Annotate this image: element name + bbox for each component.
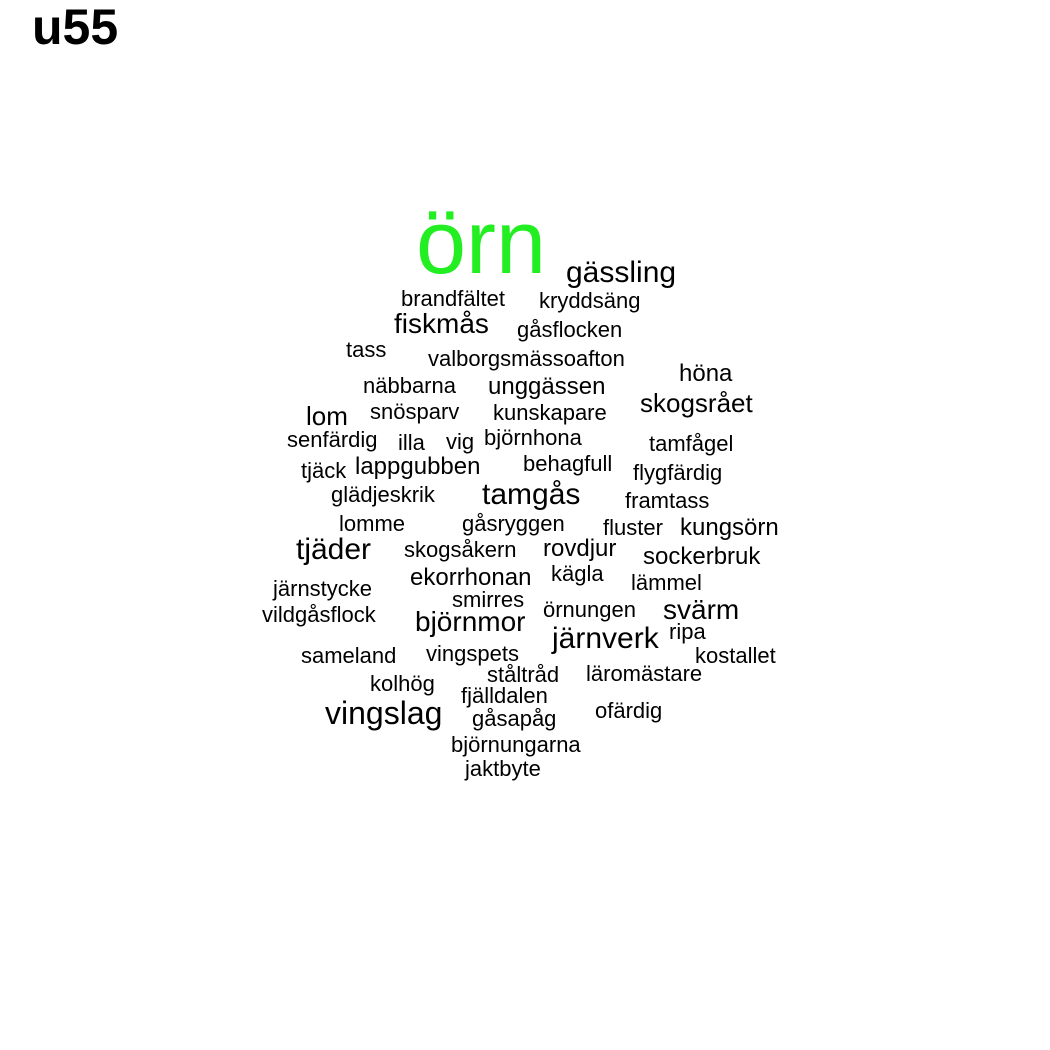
- word-0: örn: [416, 193, 547, 293]
- word-14: kunskapare: [493, 400, 607, 425]
- word-35: ekorrhonan: [410, 564, 532, 591]
- word-1: gässling: [566, 256, 677, 289]
- word-41: örnungen: [543, 597, 636, 622]
- word-52: fjälldalen: [461, 683, 548, 708]
- word-7: valborgsmässoafton: [428, 346, 625, 371]
- word-40: vildgåsflock: [262, 602, 376, 627]
- word-11: skogsrået: [640, 388, 753, 418]
- word-15: senfärdig: [287, 427, 378, 452]
- word-46: sameland: [301, 643, 397, 668]
- word-6: tass: [346, 337, 387, 362]
- word-53: vingslag: [325, 695, 443, 731]
- word-25: tamgås: [482, 478, 581, 511]
- word-32: skogsåkern: [404, 537, 517, 562]
- word-54: gåsapåg: [472, 706, 557, 731]
- word-37: järnstycke: [273, 576, 373, 601]
- word-50: läromästare: [586, 661, 703, 686]
- word-12: lom: [306, 401, 348, 431]
- word-36: kägla: [551, 561, 604, 586]
- word-13: snösparv: [370, 399, 460, 424]
- word-3: kryddsäng: [539, 288, 641, 313]
- word-39: smirres: [452, 587, 525, 612]
- word-30: kungsörn: [680, 514, 779, 541]
- word-22: behagfull: [523, 451, 613, 476]
- word-10: unggässen: [488, 373, 606, 400]
- word-55: ofärdig: [595, 698, 663, 723]
- word-45: ripa: [669, 619, 706, 644]
- word-8: höna: [679, 360, 733, 387]
- word-47: vingspets: [426, 641, 519, 666]
- word-43: björnmor: [415, 606, 526, 637]
- word-27: lomme: [339, 511, 406, 536]
- word-38: lämmel: [631, 570, 702, 595]
- word-5: gåsflocken: [517, 317, 623, 342]
- word-20: tjäck: [301, 458, 347, 483]
- word-48: kostallet: [695, 643, 776, 668]
- word-26: framtass: [625, 488, 710, 513]
- word-31: tjäder: [296, 533, 372, 566]
- page-title: u55: [32, 0, 119, 55]
- word-16: illa: [398, 430, 425, 455]
- word-18: björnhona: [484, 425, 582, 450]
- word-9: näbbarna: [363, 373, 456, 398]
- word-42: svärm: [663, 594, 740, 625]
- word-56: björnungarna: [451, 732, 581, 757]
- word-33: rovdjur: [543, 535, 617, 562]
- word-4: fiskmås: [394, 308, 489, 339]
- word-28: gåsryggen: [462, 511, 565, 536]
- word-23: flygfärdig: [633, 460, 723, 485]
- word-2: brandfältet: [401, 286, 505, 311]
- word-29: fluster: [603, 515, 663, 540]
- word-21: lappgubben: [355, 453, 481, 480]
- word-24: glädjeskrik: [331, 482, 435, 507]
- word-34: sockerbruk: [643, 543, 761, 570]
- word-51: kolhög: [370, 671, 435, 696]
- word-57: jaktbyte: [465, 756, 541, 781]
- word-19: tamfågel: [649, 431, 734, 456]
- word-17: vig: [446, 429, 475, 454]
- word-49: ståltråd: [487, 662, 560, 687]
- word-44: järnverk: [552, 622, 659, 655]
